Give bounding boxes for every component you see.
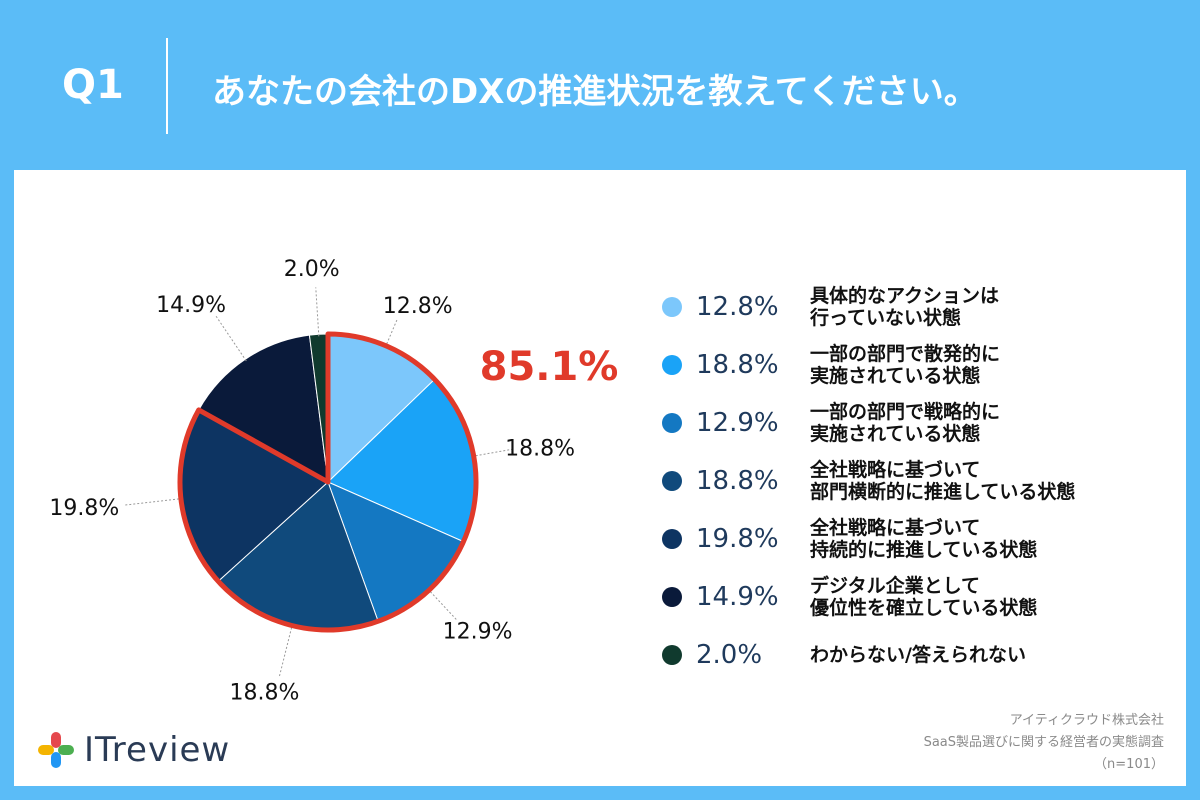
legend-dot-icon <box>662 587 682 607</box>
legend-item-7: 2.0% わからない/答えられない <box>662 626 1182 684</box>
legend-percent: 12.9% <box>696 408 779 438</box>
source-survey: SaaS製品選びに関する経営者の実態調査 <box>923 735 1164 750</box>
legend-item-3: 12.9% 一部の部門で戦略的に 実施されている状態 <box>662 394 1182 452</box>
legend-item-5: 19.8% 全社戦略に基づいて 持続的に推進している状態 <box>662 510 1182 568</box>
slice-label-6: 14.9% <box>156 293 226 318</box>
header-divider <box>166 38 168 134</box>
leader-line-7 <box>315 287 320 337</box>
legend-item-1: 12.8% 具体的なアクションは 行っていない状態 <box>662 278 1182 336</box>
legend-label: 具体的なアクションは 行っていない状態 <box>810 285 1000 329</box>
legend-label: デジタル企業として 優位性を確立している状態 <box>810 575 1038 619</box>
legend-percent: 14.9% <box>696 582 779 612</box>
legend-dot-icon <box>662 471 682 491</box>
slice-label-7: 2.0% <box>284 257 340 282</box>
legend-dot-icon <box>662 529 682 549</box>
question-number: Q1 <box>62 62 124 108</box>
leader-line-6 <box>215 315 247 362</box>
slice-label-5: 19.8% <box>49 496 119 521</box>
highlight-total-label: 85.1% <box>480 344 619 390</box>
legend-percent: 2.0% <box>696 640 763 670</box>
legend-item-6: 14.9% デジタル企業として 優位性を確立している状態 <box>662 568 1182 626</box>
leader-line-1 <box>384 318 399 348</box>
legend-percent: 18.8% <box>696 466 779 496</box>
legend-dot-icon <box>662 355 682 375</box>
leader-line-4 <box>278 623 294 677</box>
logo-cross-icon <box>38 732 74 768</box>
chart-panel: 12.8% 18.8% 12.9% 18.8% 19.8% 14.9% 2.0% 85.1% … <box>14 170 1186 786</box>
legend-dot-icon <box>662 413 682 433</box>
source-n: （n=101） <box>1094 757 1164 772</box>
leader-line-3 <box>427 588 458 622</box>
slice-label-2: 18.8% <box>505 437 575 462</box>
source-company: アイティクラウド株式会社 <box>1009 713 1164 728</box>
legend-label: わからない/答えられない <box>810 644 1026 666</box>
legend-percent: 18.8% <box>696 350 779 380</box>
legend-label: 全社戦略に基づいて 部門横断的に推進している状態 <box>810 459 1076 503</box>
slice-label-3: 12.9% <box>443 619 513 644</box>
leader-line-2 <box>471 448 516 457</box>
itreview-logo: ITreview <box>36 730 230 770</box>
slice-label-4: 18.8% <box>230 681 300 706</box>
source-note: アイティクラウド株式会社 SaaS製品選びに関する経営者の実態調査 （n=101… <box>924 710 1164 776</box>
logo-text: ITreview <box>84 730 231 770</box>
legend-percent: 12.8% <box>696 292 779 322</box>
legend-percent: 19.8% <box>696 524 779 554</box>
highlight-outline <box>177 331 479 633</box>
legend: 12.8% 具体的なアクションは 行っていない状態 18.8% 一部の部門で散発的に … <box>662 278 1182 684</box>
question-text: あなたの会社のDXの推進状況を教えてください。 <box>212 72 978 112</box>
legend-dot-icon <box>662 297 682 317</box>
legend-item-4: 18.8% 全社戦略に基づいて 部門横断的に推進している状態 <box>662 452 1182 510</box>
legend-item-2: 18.8% 一部の部門で散発的に 実施されている状態 <box>662 336 1182 394</box>
pie-slice-6 <box>198 334 329 483</box>
slice-label-1: 12.8% <box>383 294 453 319</box>
legend-dot-icon <box>662 645 682 665</box>
legend-label: 一部の部門で戦略的に 実施されている状態 <box>810 401 1001 445</box>
legend-label: 一部の部門で散発的に 実施されている状態 <box>810 343 1001 387</box>
leader-line-5 <box>124 497 183 506</box>
legend-label: 全社戦略に基づいて 持続的に推進している状態 <box>810 517 1038 561</box>
pie-chart: 12.8% 18.8% 12.9% 18.8% 19.8% 14.9% 2.0% 85.1% <box>49 257 619 706</box>
header: Q1 あなたの会社のDXの推進状況を教えてください。 <box>0 0 1200 170</box>
